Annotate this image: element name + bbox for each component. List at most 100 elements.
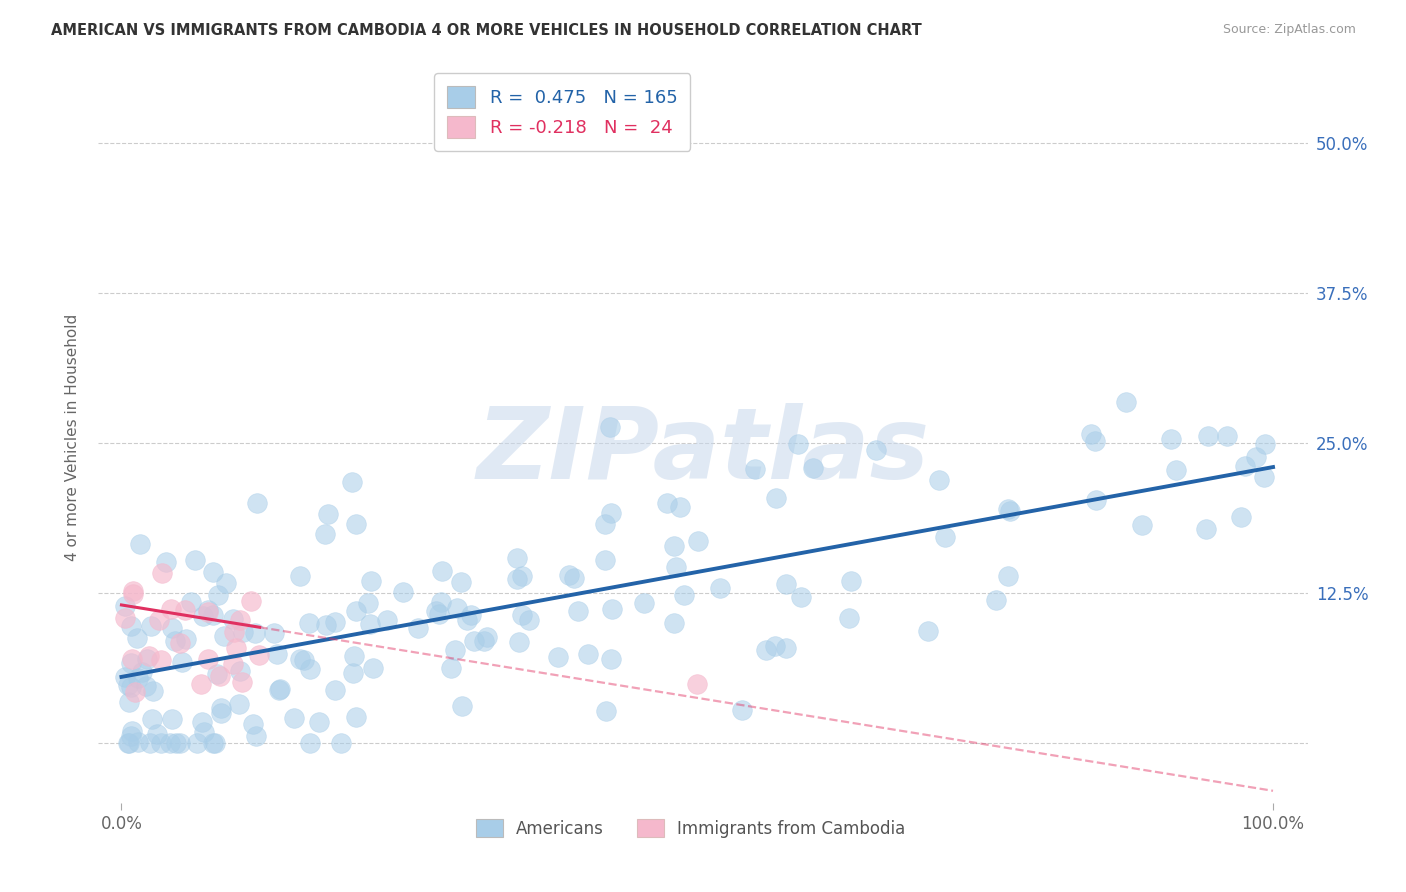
Point bbox=[269, 682, 291, 697]
Point bbox=[245, 496, 267, 510]
Point bbox=[215, 575, 238, 590]
Point bbox=[225, 640, 247, 655]
Point bbox=[323, 615, 346, 630]
Point bbox=[229, 664, 252, 678]
Point bbox=[138, 648, 160, 663]
Point bbox=[361, 661, 384, 675]
Point bbox=[329, 736, 352, 750]
Point bbox=[150, 736, 173, 750]
Point bbox=[155, 555, 177, 569]
Point bbox=[444, 643, 467, 657]
Point bbox=[141, 712, 163, 726]
Point bbox=[917, 624, 939, 639]
Point bbox=[997, 568, 1019, 582]
Point bbox=[145, 727, 167, 741]
Point bbox=[247, 648, 270, 662]
Point bbox=[131, 665, 153, 680]
Point bbox=[207, 588, 229, 602]
Point bbox=[138, 736, 160, 750]
Point bbox=[669, 500, 692, 514]
Legend: Americans, Immigrants from Cambodia: Americans, Immigrants from Cambodia bbox=[470, 813, 912, 844]
Point bbox=[183, 552, 205, 566]
Point bbox=[440, 661, 463, 675]
Point bbox=[665, 559, 688, 574]
Point bbox=[174, 632, 197, 646]
Point bbox=[1130, 518, 1153, 533]
Point bbox=[202, 566, 225, 580]
Point bbox=[118, 695, 141, 709]
Point bbox=[984, 593, 1007, 607]
Point bbox=[160, 602, 183, 616]
Point bbox=[190, 676, 212, 690]
Point bbox=[1195, 521, 1218, 535]
Point bbox=[292, 653, 315, 667]
Point bbox=[839, 574, 862, 588]
Point bbox=[1000, 504, 1022, 518]
Point bbox=[316, 507, 339, 521]
Point bbox=[657, 496, 679, 510]
Point bbox=[775, 577, 797, 591]
Point bbox=[298, 615, 321, 630]
Point bbox=[180, 595, 202, 609]
Point bbox=[186, 736, 208, 750]
Point bbox=[775, 640, 797, 655]
Point bbox=[197, 605, 219, 619]
Point bbox=[118, 736, 141, 750]
Point bbox=[472, 633, 495, 648]
Point bbox=[209, 669, 232, 683]
Point bbox=[344, 604, 367, 618]
Point bbox=[1115, 394, 1137, 409]
Point bbox=[314, 527, 336, 541]
Point bbox=[197, 652, 219, 666]
Point bbox=[150, 566, 173, 581]
Point bbox=[1084, 434, 1107, 448]
Point bbox=[997, 501, 1019, 516]
Text: ZIPatlas: ZIPatlas bbox=[477, 403, 929, 500]
Point bbox=[934, 530, 956, 544]
Point bbox=[600, 506, 623, 520]
Point bbox=[564, 571, 586, 585]
Point bbox=[633, 596, 655, 610]
Point bbox=[228, 697, 250, 711]
Point bbox=[117, 678, 139, 692]
Point bbox=[205, 667, 228, 681]
Point bbox=[790, 590, 813, 604]
Point bbox=[1254, 437, 1277, 451]
Point bbox=[744, 462, 766, 476]
Point bbox=[1197, 429, 1219, 443]
Point bbox=[517, 613, 540, 627]
Point bbox=[120, 656, 142, 670]
Point bbox=[159, 736, 181, 750]
Point bbox=[193, 725, 215, 739]
Point bbox=[148, 613, 170, 627]
Point bbox=[127, 734, 149, 748]
Point bbox=[456, 613, 478, 627]
Point bbox=[209, 701, 232, 715]
Point bbox=[121, 723, 143, 738]
Point bbox=[308, 714, 330, 729]
Point bbox=[595, 704, 617, 718]
Point bbox=[763, 640, 786, 654]
Point bbox=[243, 626, 266, 640]
Point bbox=[344, 710, 367, 724]
Point bbox=[128, 537, 150, 551]
Point bbox=[124, 684, 146, 698]
Point bbox=[232, 625, 254, 640]
Point bbox=[288, 652, 311, 666]
Point bbox=[288, 569, 311, 583]
Point bbox=[801, 461, 824, 475]
Point bbox=[688, 533, 710, 548]
Point bbox=[463, 634, 485, 648]
Point bbox=[283, 711, 305, 725]
Point bbox=[765, 491, 787, 505]
Point bbox=[593, 517, 616, 532]
Point bbox=[169, 636, 191, 650]
Point bbox=[1080, 427, 1102, 442]
Point bbox=[229, 613, 252, 627]
Point bbox=[1229, 510, 1251, 524]
Point bbox=[576, 647, 599, 661]
Point bbox=[299, 736, 322, 750]
Point bbox=[344, 517, 367, 532]
Point bbox=[1244, 450, 1267, 464]
Point bbox=[191, 608, 214, 623]
